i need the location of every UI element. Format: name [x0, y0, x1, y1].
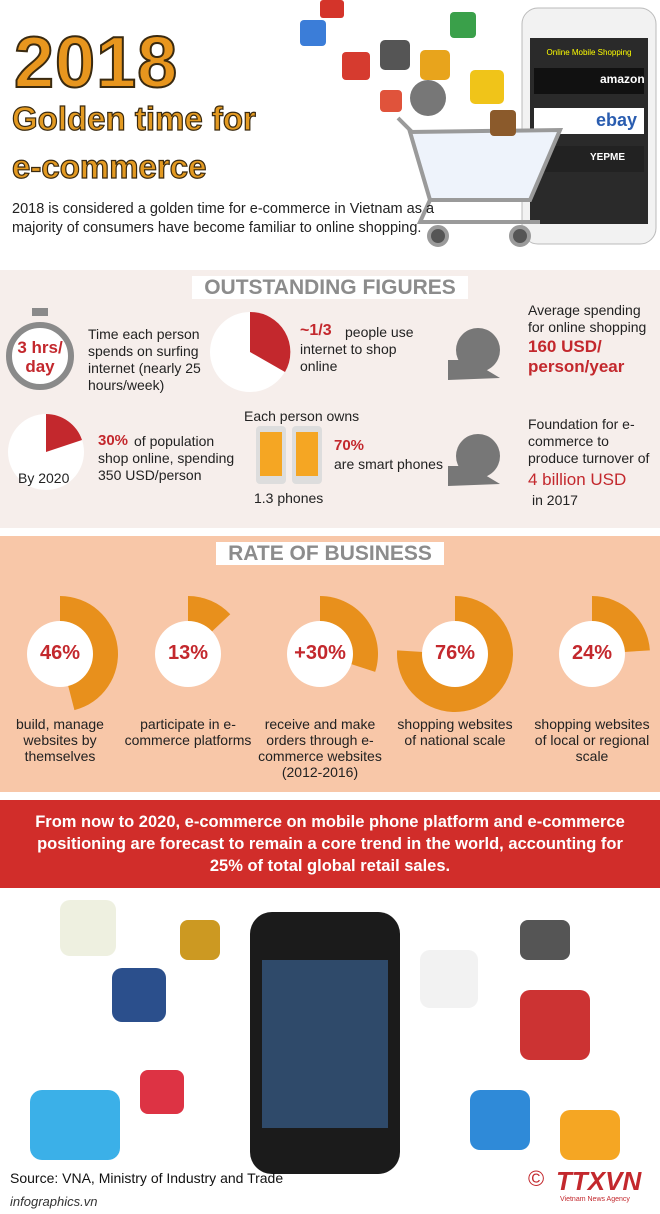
rate-text: receive and make orders through e-commer… — [258, 716, 382, 780]
year: 2018 — [13, 22, 179, 104]
icons — [300, 0, 516, 136]
figure-icons — [6, 308, 500, 490]
brand: amazon — [600, 72, 645, 86]
highlight: 30% — [98, 432, 129, 449]
figure-label: By 2020 — [18, 470, 70, 486]
banner: From now to 2020, e-commerce on mobile p… — [0, 800, 660, 888]
rate-center — [155, 621, 221, 687]
highlight: 4 billion USD — [528, 470, 627, 489]
figure-text: of population shop online, spending 350 … — [98, 433, 235, 483]
description: 2018 is considered a golden time for e-c… — [12, 201, 435, 236]
rate-text: build, manage websites by themselves — [16, 716, 104, 764]
rate-label: 24% — [571, 642, 613, 664]
figure-text: 1.3 phones — [254, 490, 324, 506]
rate-center — [559, 621, 625, 687]
phone-title: Online Mobile Shopping — [546, 48, 632, 57]
highlight: 3 hrs/ day — [17, 338, 63, 376]
site: infographics.vn — [10, 1194, 98, 1209]
figure-text: people use internet to shop online — [300, 324, 414, 374]
highlight: 160 USD/ person/year — [528, 337, 625, 376]
heading-text: RATE OF BUSINESS — [216, 542, 444, 565]
source: Source: VNA, Ministry of Industry and Tr… — [10, 1170, 284, 1186]
brand: YEPME — [590, 152, 626, 163]
highlight: ~1/3 — [300, 322, 332, 339]
title: Golden time for — [11, 99, 256, 137]
rate-text: shopping websites of local or regional s… — [534, 716, 650, 764]
logo: TTXVN — [556, 1166, 642, 1196]
rate-text: participate in e-commerce platforms — [124, 716, 252, 748]
figure-text: Foundation for e-commerce to produce tur… — [528, 416, 650, 466]
section-heading: RATE OF BUSINESS — [0, 542, 660, 566]
figure-text: Time each person spends on surfing inter… — [88, 326, 201, 393]
figure-text: Each person owns — [244, 408, 360, 424]
rate-center — [422, 621, 488, 687]
logo-sub: Vietnam News Agency — [560, 1196, 630, 1203]
title: e-commerce — [11, 147, 207, 185]
cart — [396, 116, 564, 247]
rate-label: 76% — [434, 642, 476, 664]
copyright: © — [528, 1166, 545, 1191]
rate-center — [287, 621, 353, 687]
brand: ebay — [596, 110, 638, 130]
rate-charts — [27, 596, 650, 712]
rate-center — [27, 621, 93, 687]
figure-text: in 2017 — [532, 492, 578, 508]
highlight: 70% — [334, 437, 365, 454]
app-tile — [534, 68, 644, 94]
rate-text: shopping websites of national scale — [397, 716, 513, 748]
section-heading: OUTSTANDING FIGURES — [0, 276, 660, 300]
figure-text: are smart phones — [334, 456, 443, 472]
heading-text: OUTSTANDING FIGURES — [192, 276, 468, 299]
figure-text: Average spending for online shopping — [528, 302, 647, 335]
rate-label: 13% — [167, 642, 209, 664]
rate-label: +30% — [294, 642, 346, 664]
bottom-art — [30, 900, 620, 1174]
rate-label: 46% — [39, 642, 81, 664]
